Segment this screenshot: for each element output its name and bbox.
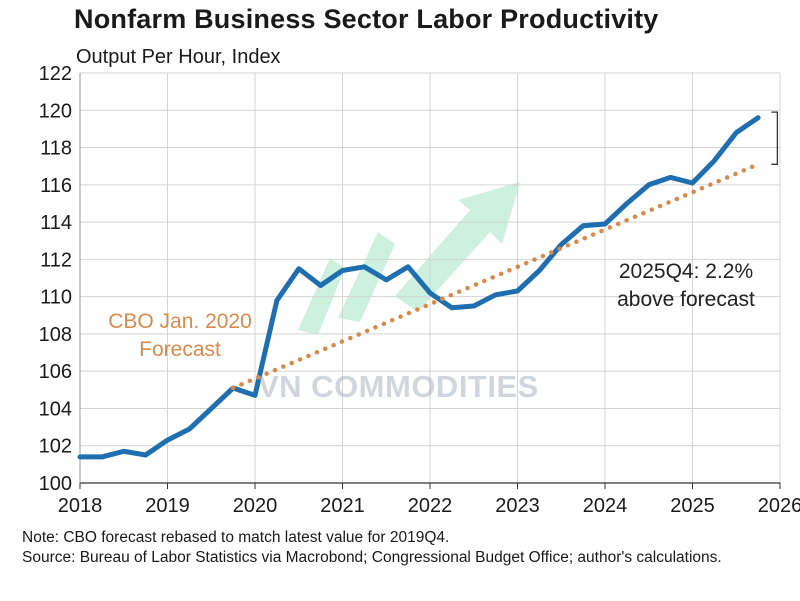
x-tick-label: 2021 — [320, 495, 365, 517]
y-tick-label: 118 — [40, 138, 72, 160]
y-tick-label: 120 — [39, 100, 72, 122]
x-tick-label: 2024 — [583, 495, 628, 517]
chart-source: Source: Bureau of Labor Statistics via M… — [22, 549, 722, 566]
forecast-label: Forecast — [139, 338, 221, 361]
actual-series-line — [77, 115, 761, 460]
y-tick-label: 104 — [39, 398, 72, 420]
gap-bracket — [771, 111, 779, 165]
chart-subtitle: Output Per Hour, Index — [76, 46, 281, 68]
y-tick-label: 108 — [39, 324, 72, 346]
y-tick-label: 112 — [40, 249, 72, 271]
y-tick-label: 100 — [39, 473, 72, 495]
chart-note: Note: CBO forecast rebased to match late… — [22, 529, 450, 546]
x-tick-label: 2018 — [58, 495, 103, 517]
gap-annotation: 2025Q4: 2.2% — [619, 260, 753, 283]
x-tick-label: 2025 — [670, 495, 715, 517]
y-tick-label: 114 — [40, 212, 72, 234]
x-tick-label: 2023 — [495, 495, 540, 517]
chart-title: Nonfarm Business Sector Labor Productivi… — [74, 4, 659, 34]
y-tick-label: 122 — [39, 63, 72, 85]
watermark-text: VN COMMODITIES — [258, 369, 539, 404]
x-tick-label: 2022 — [408, 495, 453, 517]
x-tick-label: 2026 — [758, 495, 800, 517]
y-tick-label: 106 — [39, 361, 72, 383]
gap-annotation: above forecast — [617, 288, 755, 311]
forecast-label: CBO Jan. 2020 — [108, 310, 252, 333]
y-tick-label: 110 — [40, 287, 72, 309]
x-tick-label: 2020 — [233, 495, 278, 517]
y-tick-label: 102 — [39, 436, 72, 458]
x-tick-label: 2019 — [145, 495, 190, 517]
y-tick-label: 116 — [40, 175, 72, 197]
